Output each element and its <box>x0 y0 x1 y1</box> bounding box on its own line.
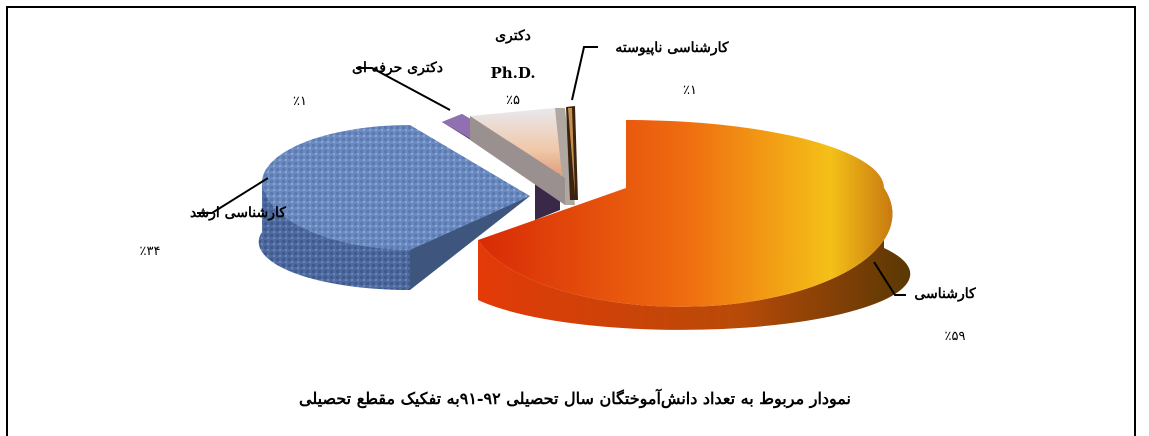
slice-karshenasi <box>478 120 911 330</box>
leader-line-karshenasi <box>873 261 906 296</box>
leader-line-napeyvasteh <box>571 46 598 101</box>
pct-phd: ٪۵ <box>506 93 520 108</box>
pct-doctora-herfeh: ٪۱ <box>293 94 307 109</box>
label-doctora-herfeh: دکتری حرفه ای <box>352 60 443 76</box>
slice-napeyvasteh <box>566 106 578 200</box>
chart-title: نمودار مربوط به تعداد دانش‌آموختگان سال … <box>299 387 851 409</box>
label-phd: دکتری <box>495 28 531 44</box>
label-karshenasi: کارشناسی <box>914 286 976 302</box>
label-phd-2: Ph.D. <box>490 64 535 82</box>
leader-line-phd-herfeh <box>356 67 451 111</box>
pct-karshenasi: ٪۵۹ <box>945 329 966 344</box>
leader-line-arshad <box>197 177 269 214</box>
pct-arshad: ٪۳۴ <box>140 244 161 259</box>
slice-karshenasi-arshad <box>258 124 530 291</box>
label-napeyvasteh: کارشناسی ناپیوسته <box>615 40 728 56</box>
pct-napeyvasteh: ٪۱ <box>683 83 697 98</box>
label-arshad: کارشناسی ارشد <box>190 205 286 221</box>
chart-frame <box>6 6 1136 436</box>
